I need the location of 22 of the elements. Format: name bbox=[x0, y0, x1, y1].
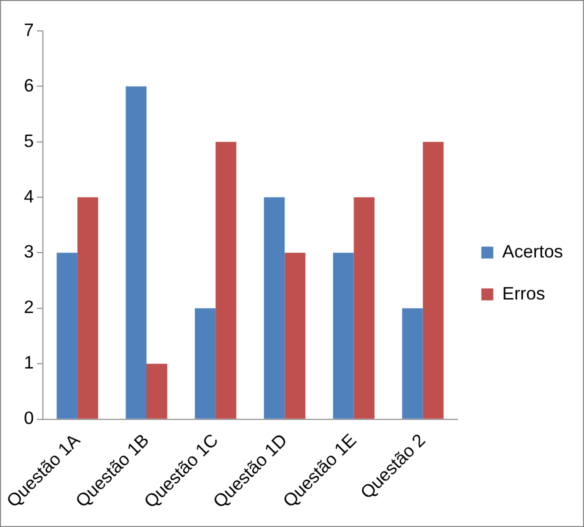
legend-label: Acertos bbox=[502, 241, 564, 262]
y-tick-label: 1 bbox=[24, 352, 34, 373]
legend-label: Erros bbox=[502, 283, 546, 304]
y-tick-label: 6 bbox=[24, 75, 34, 96]
bar bbox=[216, 142, 236, 419]
bar bbox=[194, 308, 216, 419]
bar bbox=[126, 86, 146, 419]
bar bbox=[146, 364, 168, 419]
bar bbox=[284, 252, 306, 419]
bar bbox=[56, 252, 78, 419]
y-tick-label: 4 bbox=[24, 186, 34, 206]
bar bbox=[77, 197, 98, 419]
bar bbox=[402, 308, 423, 419]
y-tick-label: 3 bbox=[24, 242, 34, 262]
bar bbox=[422, 142, 444, 419]
y-tick-label: 7 bbox=[24, 20, 34, 40]
y-tick-label: 0 bbox=[24, 408, 34, 428]
bar bbox=[354, 197, 374, 419]
bar bbox=[333, 252, 354, 419]
y-tick-label: 5 bbox=[24, 130, 34, 151]
bar bbox=[264, 197, 285, 419]
y-tick-label: 2 bbox=[24, 297, 34, 318]
